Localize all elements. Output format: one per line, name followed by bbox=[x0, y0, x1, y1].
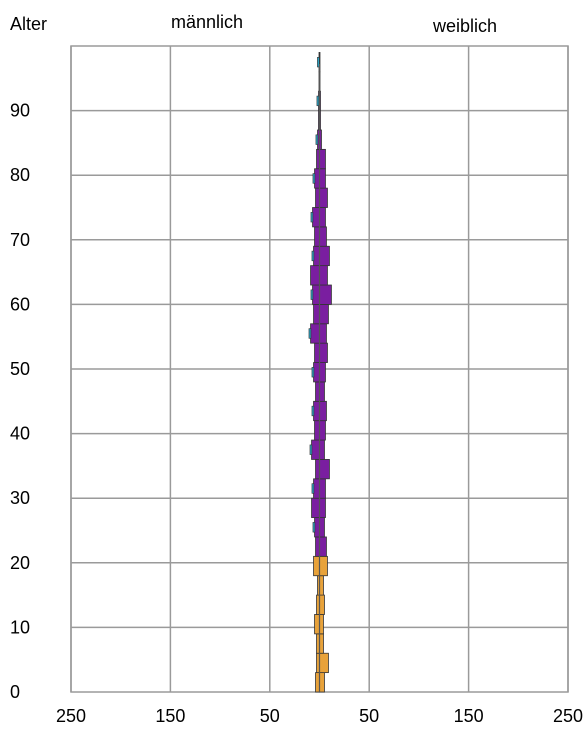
y-axis-ticks: 0 10 20 30 40 50 60 70 80 90 bbox=[10, 101, 30, 702]
bar-accent bbox=[311, 367, 315, 378]
bar-male bbox=[314, 226, 320, 247]
y-tick-label: 40 bbox=[10, 424, 30, 444]
y-tick-label: 90 bbox=[10, 101, 30, 121]
y-tick-label: 0 bbox=[10, 682, 20, 702]
bar-female bbox=[319, 168, 326, 189]
bar-female bbox=[319, 362, 326, 383]
bar-female bbox=[319, 265, 328, 286]
y-tick-label: 30 bbox=[10, 488, 30, 508]
bar-male bbox=[313, 555, 320, 577]
bar-female bbox=[319, 148, 326, 170]
bar-female bbox=[319, 517, 325, 538]
bar-female bbox=[319, 245, 330, 267]
bar-female bbox=[319, 323, 327, 344]
female-header-label: weiblich bbox=[432, 16, 497, 36]
bar-female bbox=[319, 400, 327, 422]
bar-male bbox=[310, 323, 320, 344]
bar-male bbox=[312, 207, 320, 228]
bar-male bbox=[310, 265, 320, 286]
bar-female bbox=[319, 381, 325, 402]
bar-male bbox=[313, 245, 320, 267]
bar-male bbox=[314, 614, 320, 635]
y-tick-label: 80 bbox=[10, 165, 30, 185]
bar-female bbox=[319, 342, 328, 363]
bar-female bbox=[319, 536, 327, 557]
y-tick-label: 20 bbox=[10, 553, 30, 573]
bar-accent bbox=[310, 212, 314, 223]
bar-male bbox=[314, 517, 320, 538]
x-tick-label: 150 bbox=[454, 706, 484, 726]
bar-male bbox=[314, 342, 320, 363]
x-tick-label: 250 bbox=[56, 706, 86, 726]
bar-accent bbox=[308, 328, 312, 339]
bar-male bbox=[312, 284, 320, 305]
x-axis-ticks: 250 150 50 50 150 250 bbox=[56, 706, 583, 726]
bar-accent bbox=[311, 483, 315, 494]
bar-accent bbox=[311, 405, 315, 417]
x-tick-label: 50 bbox=[260, 706, 280, 726]
y-tick-label: 60 bbox=[10, 294, 30, 314]
bar-male bbox=[314, 168, 320, 189]
bar-male bbox=[313, 362, 320, 383]
bar-female bbox=[319, 652, 329, 674]
bar-accent bbox=[316, 95, 320, 107]
bar-female bbox=[319, 555, 328, 577]
y-tick-label: 10 bbox=[10, 617, 30, 637]
bar-female bbox=[319, 226, 327, 247]
bar-female bbox=[319, 478, 326, 499]
male-header-label: männlich bbox=[171, 12, 243, 32]
bar-accent bbox=[309, 444, 313, 455]
bar-female bbox=[319, 284, 332, 305]
bar-accent bbox=[310, 289, 314, 300]
bar-accent bbox=[315, 134, 319, 145]
bar-female bbox=[319, 594, 325, 615]
bar-female bbox=[319, 187, 328, 208]
bar-male bbox=[313, 400, 320, 422]
bar-female bbox=[319, 420, 326, 441]
bar-female bbox=[319, 207, 326, 228]
x-tick-label: 150 bbox=[155, 706, 185, 726]
bar-accent bbox=[311, 250, 315, 262]
bar-accent bbox=[312, 522, 316, 533]
x-tick-label: 50 bbox=[359, 706, 379, 726]
y-tick-label: 50 bbox=[10, 359, 30, 379]
bar-female bbox=[319, 439, 325, 460]
y-tick-label: 70 bbox=[10, 230, 30, 250]
bar-accent bbox=[317, 57, 320, 68]
bar-accent bbox=[312, 173, 316, 184]
bar-male bbox=[311, 497, 320, 518]
bar-male bbox=[313, 478, 320, 499]
bar-female bbox=[319, 459, 330, 480]
bar-male bbox=[313, 303, 320, 325]
bar-female bbox=[319, 497, 326, 518]
bar-female bbox=[319, 303, 329, 325]
bar-male bbox=[311, 439, 320, 460]
bar-male bbox=[314, 420, 320, 441]
x-tick-label: 250 bbox=[553, 706, 583, 726]
age-header-label: Alter bbox=[10, 14, 47, 34]
bar-female bbox=[319, 672, 325, 693]
